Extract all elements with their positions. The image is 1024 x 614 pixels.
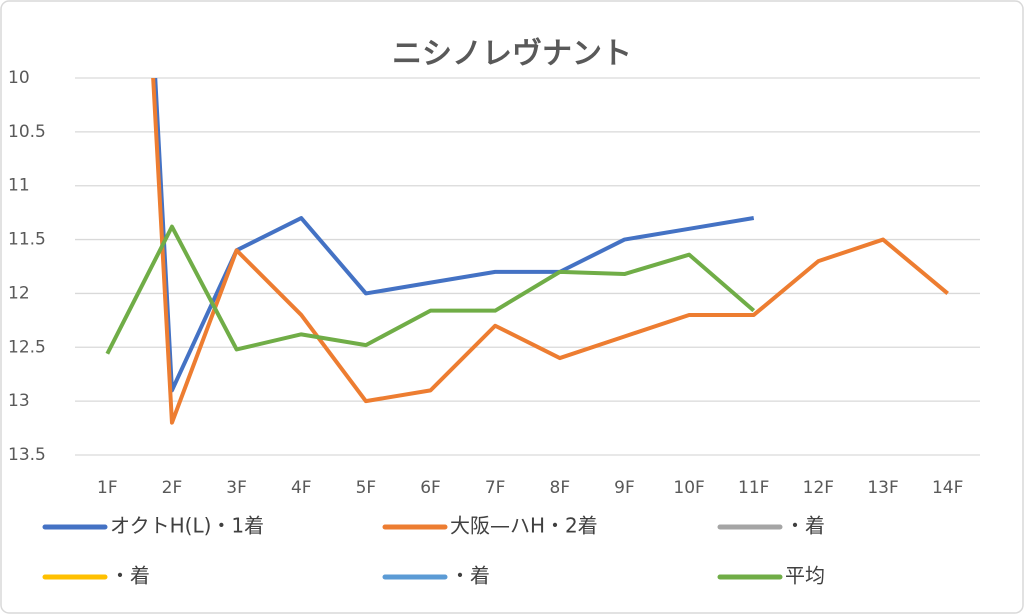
x-tick-label: 12F [803,478,834,498]
legend-label: 平均 [785,564,825,588]
x-tick-label: 11F [738,478,769,498]
y-tick-label: 10 [8,68,30,88]
x-tick-label: 9F [614,478,635,498]
y-tick-label: 12.5 [8,337,46,357]
legend-label: オクトH(L)・1着 [110,514,264,538]
series-line [153,78,755,393]
x-tick-label: 8F [550,478,571,498]
legend-label: 大阪—ハH・2着 [450,514,598,538]
series-line [105,224,756,355]
x-tick-label: 6F [420,478,441,498]
y-tick-label: 11 [8,176,30,196]
y-tick-label: 11.5 [8,230,46,250]
x-tick-label: 10F [673,478,704,498]
x-tick-label: 2F [162,478,183,498]
legend-label: ・着 [785,514,825,538]
y-tick-label: 13.5 [8,445,46,465]
y-tick-label: 13 [8,391,30,411]
x-tick-label: 3F [226,478,247,498]
x-tick-label: 4F [291,478,312,498]
series-line [151,78,949,425]
x-tick-label: 14F [932,478,963,498]
x-tick-label: 5F [356,478,377,498]
legend-label: ・着 [110,564,150,588]
plot-area [105,78,949,425]
x-tick-label: 7F [485,478,506,498]
chart-title: ニシノレヴナント [392,37,632,72]
x-tick-label: 13F [867,478,898,498]
legend-label: ・着 [450,564,490,588]
y-tick-label: 10.5 [8,122,46,142]
y-tick-label: 12 [8,283,30,303]
x-tick-label: 1F [97,478,118,498]
